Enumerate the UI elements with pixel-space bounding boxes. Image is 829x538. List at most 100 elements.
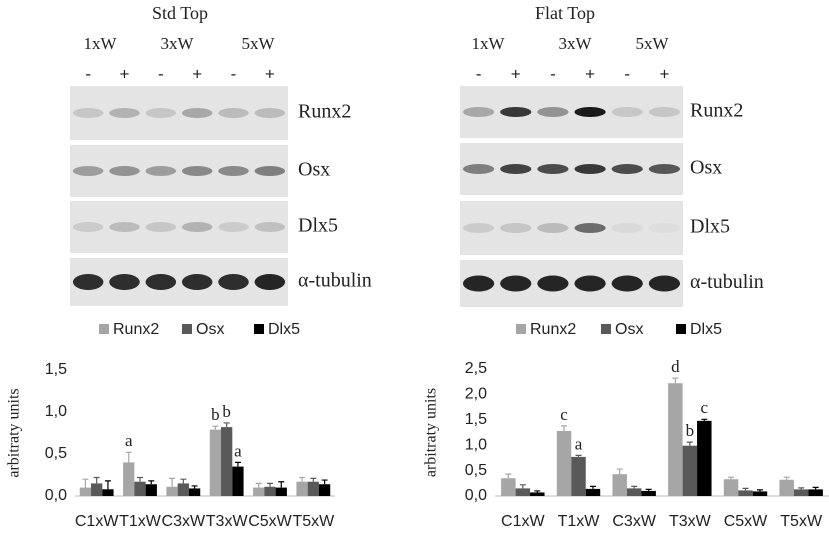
lane-label: + (192, 64, 202, 83)
error-bar (93, 476, 100, 484)
blot-band (500, 107, 532, 117)
blot-row-label: Osx (690, 157, 722, 179)
blot-band (218, 166, 249, 176)
blot-strip (70, 86, 288, 140)
blot-strip (70, 258, 288, 306)
error-bar (299, 476, 306, 482)
lane-label: - (85, 64, 91, 83)
blot-band (462, 223, 495, 233)
legend-swatch (676, 324, 686, 334)
group-label: 5xW (241, 34, 275, 53)
blot-band (109, 108, 140, 118)
error-bar (234, 461, 241, 467)
blot-title: Std Top (152, 3, 208, 23)
bar (123, 462, 135, 496)
legend-label: Dlx5 (268, 321, 300, 338)
error-bar (519, 484, 526, 489)
x-tick-label: T1xW (558, 513, 601, 530)
error-bar (589, 485, 596, 489)
blot-band (145, 274, 177, 290)
blot-band (181, 274, 213, 290)
lane-label: + (585, 64, 595, 83)
blot-strip (460, 143, 683, 195)
blot-band (145, 222, 177, 232)
bar (296, 481, 308, 496)
lane-label: - (476, 64, 482, 83)
error-bar (561, 425, 568, 431)
lane-label: + (120, 64, 130, 83)
blot-band (537, 164, 569, 174)
error-bar (631, 485, 638, 489)
blot-band (218, 274, 249, 290)
y-tick-label: 2,5 (465, 360, 487, 377)
blot-band (218, 222, 249, 232)
significance-label: b (222, 402, 231, 421)
blot-band (109, 166, 140, 176)
significance-label: a (234, 441, 242, 460)
blot-band (611, 275, 643, 292)
blot-row-label: Runx2 (690, 100, 743, 122)
significance-label: b (686, 421, 695, 440)
blot-band (254, 274, 286, 290)
legend-swatch (182, 324, 192, 334)
blot-band (574, 107, 606, 117)
blot-row-label: Runx2 (298, 101, 351, 123)
bar (91, 483, 103, 496)
significance-label: b (211, 405, 220, 424)
error-bar (82, 478, 89, 488)
blot-strip (460, 260, 683, 307)
group-label: 3xW (558, 34, 592, 53)
x-tick-label: T3xW (669, 513, 712, 530)
error-bar (505, 473, 512, 479)
error-bar (812, 486, 819, 490)
group-label: 5xW (635, 34, 669, 53)
blot-band (181, 108, 213, 118)
lane-label: - (624, 64, 630, 83)
y-tick-label: 1,5 (45, 361, 67, 378)
x-tick-label: T5xW (780, 513, 823, 530)
blot-band (462, 275, 495, 292)
error-bar (321, 479, 328, 485)
y-tick-label: 1,0 (465, 436, 487, 453)
blot-band (145, 108, 177, 118)
x-tick-label: C5xW (248, 513, 292, 530)
bar (585, 488, 601, 496)
error-bar (728, 476, 735, 480)
error-bar (701, 418, 708, 421)
error-bar (191, 485, 198, 489)
blot-band (462, 107, 495, 117)
error-bar (223, 422, 230, 428)
bar (102, 489, 114, 496)
x-tick-label: T1xW (119, 513, 162, 530)
x-tick-label: T5xW (292, 513, 335, 530)
blot-band (611, 223, 643, 233)
error-bar (267, 482, 273, 487)
bar (808, 489, 823, 496)
bar (232, 466, 244, 496)
blot-band (462, 164, 495, 174)
blot-band (648, 275, 681, 292)
y-tick-label: 1,5 (465, 411, 487, 428)
significance-label: a (575, 434, 583, 453)
legend-label: Runx2 (113, 321, 159, 338)
blot-band (72, 274, 104, 290)
y-tick-label: 2,0 (465, 386, 487, 403)
bar (752, 491, 768, 496)
error-bar (169, 477, 176, 487)
bar (779, 479, 794, 496)
bar (530, 492, 545, 496)
legend-label: Osx (196, 321, 224, 338)
blot-band (500, 275, 532, 292)
blot-title: Flat Top (535, 3, 595, 23)
bar (641, 490, 656, 496)
bar (626, 488, 642, 496)
group-label: 1xW (471, 34, 505, 53)
y-tick-label: 0,0 (465, 487, 487, 504)
error-bar (742, 487, 749, 491)
blot-row-label: Osx (298, 159, 330, 181)
bar (221, 427, 233, 496)
blot-band (72, 166, 104, 176)
blot-strip (70, 145, 288, 197)
lane-label: - (231, 64, 237, 83)
blot-band (537, 275, 569, 292)
